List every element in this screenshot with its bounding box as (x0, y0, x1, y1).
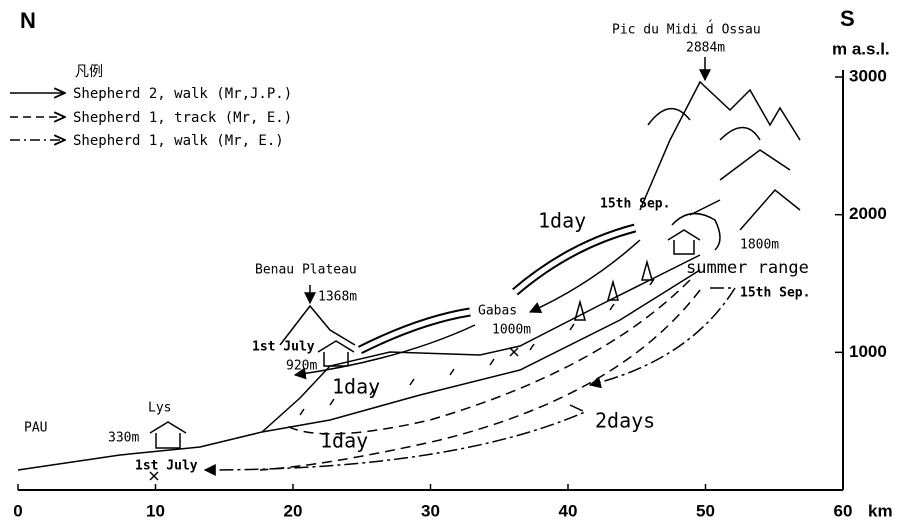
x-tick-label: 50 (696, 501, 715, 520)
label: 1day (332, 375, 380, 399)
label: 15th Sep. (740, 286, 810, 301)
diagram: N S m a.s.l. km 凡例 Shepherd 2, walk (Mr,… (0, 0, 901, 526)
x-tick-label: 40 (559, 501, 578, 520)
label: 1day (320, 429, 368, 453)
label: summer range (686, 258, 809, 278)
label: Lys (148, 401, 171, 416)
label: 920m (286, 359, 317, 374)
label: 1000m (492, 323, 531, 338)
label: 1day (538, 209, 586, 233)
label: 2days (595, 409, 655, 433)
x-tick-label: 20 (284, 501, 303, 520)
route-walk (205, 405, 585, 470)
y-tick-label: 2000 (849, 204, 887, 223)
label: 330m (108, 431, 139, 446)
label: 1st July (135, 459, 198, 474)
label: 1368m (318, 290, 357, 305)
label: 2884m (686, 41, 725, 56)
x-tick-label: 10 (146, 501, 165, 520)
label: PAU (24, 421, 47, 436)
label: 1800m (740, 238, 779, 253)
legend-title: 凡例 (75, 64, 103, 80)
legend-entry: Shepherd 1, track (Mr, E.) (73, 110, 292, 126)
x-tick-label: 60 (834, 501, 853, 520)
legend-entry: Shepherd 2, walk (Mr,J.P.) (73, 86, 292, 102)
label: Gabas (478, 304, 517, 319)
label: 15th Sep. (600, 197, 670, 212)
legend-entry: Shepherd 1, walk (Mr, E.) (73, 133, 284, 149)
north-label: N (20, 8, 36, 33)
y-tick-label: 1000 (849, 342, 887, 361)
x-tick-label: 30 (421, 501, 440, 520)
x-tick-label: 0 (13, 501, 22, 520)
label: Pic du Midi d́ Ossau (612, 20, 761, 38)
y-unit: m a.s.l. (832, 39, 890, 58)
label: Benau Plateau (255, 263, 357, 278)
south-label: S (840, 6, 855, 31)
x-unit: km (868, 501, 893, 520)
y-tick-label: 3000 (849, 66, 887, 85)
label: 1st July (252, 340, 315, 355)
